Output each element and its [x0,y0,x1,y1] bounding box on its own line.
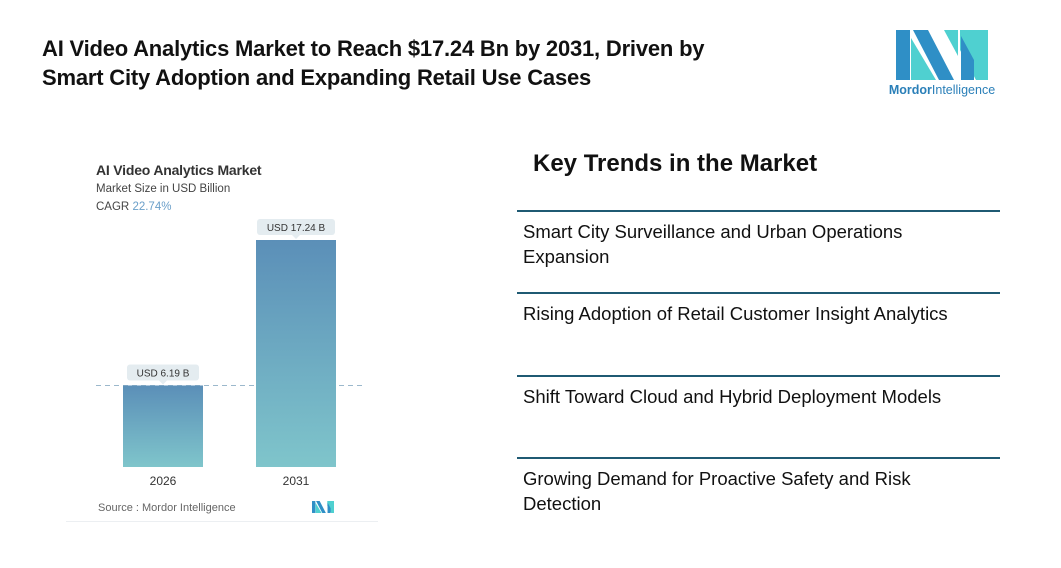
chart-source: Source : Mordor Intelligence [98,502,236,514]
trend-item-label: Shift Toward Cloud and Hybrid Deployment… [523,386,942,407]
data-label-box [127,364,199,381]
data-label-pointer [159,380,167,385]
trend-item: Growing Demand for Proactive Safety and … [517,457,1000,516]
bar-chart: USD 6.19 B 2026 USD 17.24 B 2031 [96,219,364,488]
market-size-chart-card: AI Video Analytics Market Market Size in… [66,150,378,522]
headline-line-2: Smart City Adoption and Expanding Retail… [42,65,592,90]
mordor-logo-mark-icon [896,30,988,80]
trend-item-label: Smart City Surveillance and Urban Operat… [523,221,903,267]
data-label-text: USD 17.24 B [267,223,326,234]
chart-subtitle: Market Size in USD Billion [96,183,231,195]
data-label-box [257,219,335,235]
data-label-2026: USD 6.19 B [127,364,199,385]
mordor-intelligence-logo: MordorIntelligence [884,30,1000,100]
key-trends-title: Key Trends in the Market [533,150,818,177]
chart-cagr: CAGR 22.74% [96,201,171,213]
page-headline: AI Video Analytics Market to Reach $17.2… [42,34,842,92]
data-label-text: USD 6.19 B [137,368,190,379]
trend-item-label: Rising Adoption of Retail Customer Insig… [523,303,948,324]
cagr-value: 22.74% [132,201,172,213]
bar-2026 [123,385,203,467]
logo-word-intelligence: Intelligence [931,83,996,97]
source-logo-icon [312,501,334,513]
logo-wordmark: MordorIntelligence [884,83,1000,97]
data-label-pointer [292,235,300,239]
x-tick-label-2031: 2031 [283,474,310,488]
data-label-2031: USD 17.24 B [257,219,335,239]
logo-word-mordor: Mordor [888,83,932,97]
headline-line-1: AI Video Analytics Market to Reach $17.2… [42,36,705,61]
chart-title: AI Video Analytics Market [96,162,262,178]
bar-2031 [256,240,336,467]
trend-item: Shift Toward Cloud and Hybrid Deployment… [517,375,1000,409]
card-bottom-divider [66,521,378,522]
x-tick-label-2026: 2026 [150,474,177,488]
trend-item-label: Growing Demand for Proactive Safety and … [523,468,911,514]
cagr-label: CAGR [96,201,130,213]
trend-item: Rising Adoption of Retail Customer Insig… [517,292,1000,326]
trend-item: Smart City Surveillance and Urban Operat… [517,210,1000,269]
